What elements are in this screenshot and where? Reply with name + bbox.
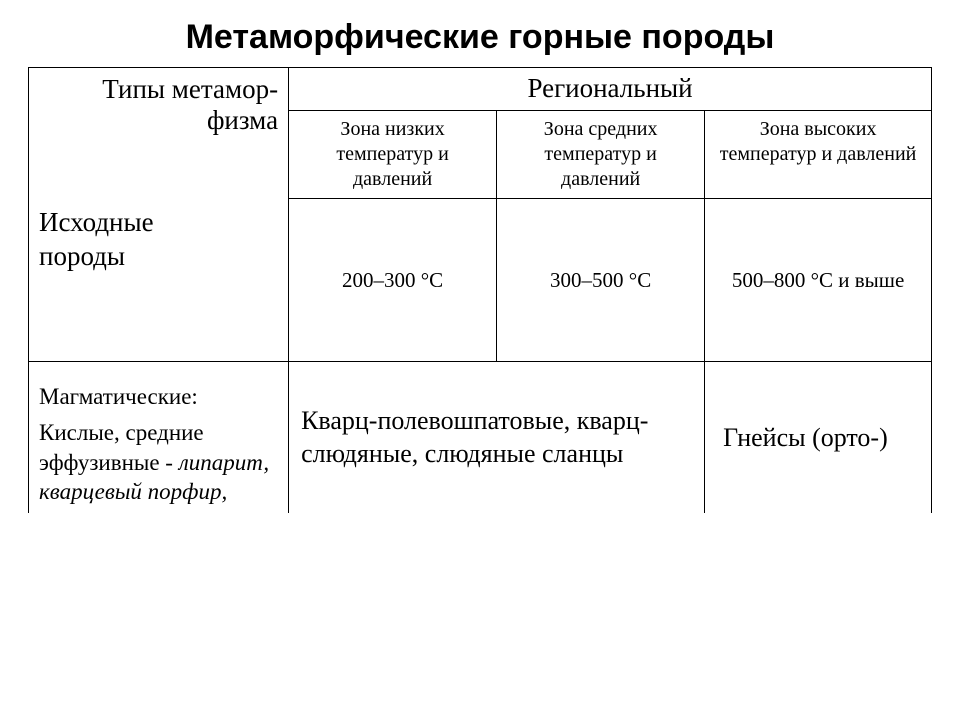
source-rock-cell: Магматические: Кислые, средние эффузивны… (29, 361, 289, 513)
temp-low: 200–300 °С (289, 198, 497, 361)
source-rock-heading: Магматические: (39, 382, 278, 412)
result-high: Гнейсы (орто-) (705, 361, 932, 513)
source-label-2: породы (39, 241, 125, 271)
types-label-2: физма (207, 105, 278, 135)
temp-high: 500–800 °С и выше (705, 198, 932, 361)
metamorphic-table: Типы метамор- физма Исходные породы Реги… (28, 67, 932, 513)
temp-mid: 300–500 °С (497, 198, 705, 361)
regional-header: Региональный (289, 68, 932, 111)
zone-high: Зона высоких температур и давлений (705, 110, 932, 198)
types-label-1: Типы метамор- (102, 74, 278, 104)
zone-low: Зона низких температур и давлений (289, 110, 497, 198)
result-low-mid: Кварц-полевошпатовые, кварц-слюдяные, сл… (289, 361, 705, 513)
zone-mid: Зона средних температур и давлений (497, 110, 705, 198)
source-label-1: Исходные (39, 207, 154, 237)
page-title: Метаморфические горные породы (28, 18, 932, 57)
